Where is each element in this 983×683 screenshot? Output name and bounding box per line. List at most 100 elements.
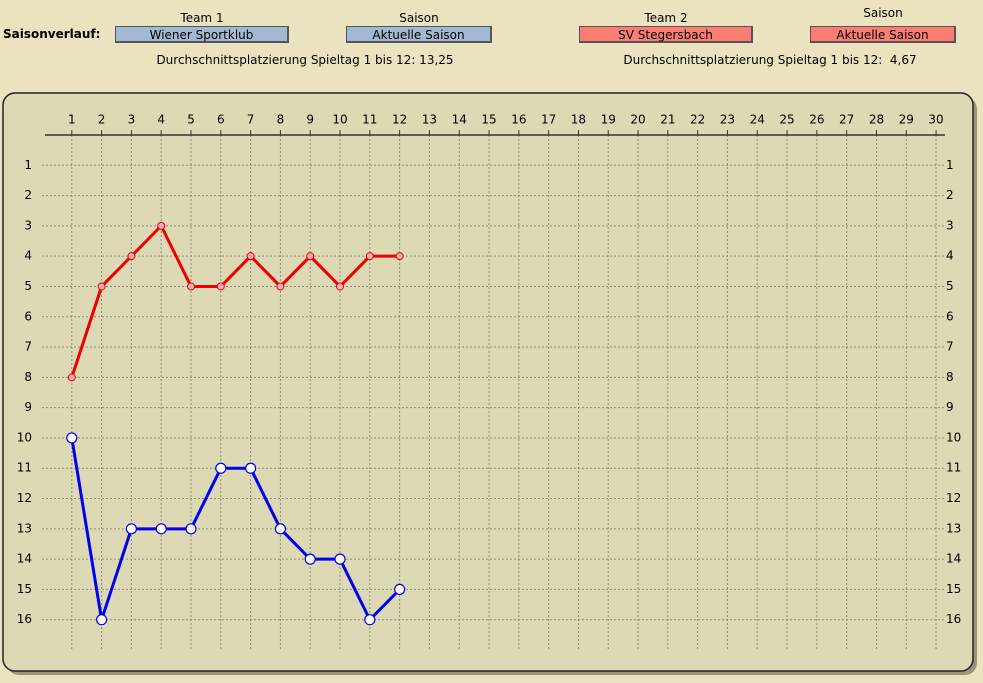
header-label: Saisonverlauf: (3, 27, 101, 41)
season-select[interactable]: Aktuelle Saison (346, 26, 492, 43)
panel (2, 92, 974, 672)
x-tick-label: 6 (217, 113, 225, 127)
x-tick-label: 3 (128, 113, 136, 127)
average-text: Durchschnittsplatzierung Spieltag 1 bis … (623, 53, 917, 67)
x-tick-label: 29 (899, 113, 914, 127)
x-tick-label: 2 (98, 113, 106, 127)
y-tick-label-right: 6 (946, 309, 954, 323)
x-tick-label: 27 (839, 113, 854, 127)
y-tick-label-right: 4 (946, 249, 954, 263)
y-tick-label: 13 (17, 521, 32, 535)
data-point (157, 221, 166, 230)
y-tick-label: 2 (24, 188, 32, 202)
average-text: Durchschnittsplatzierung Spieltag 1 bis … (156, 53, 454, 67)
data-point (395, 252, 404, 261)
data-point (336, 282, 345, 291)
x-tick-label: 26 (809, 113, 824, 127)
x-tick-label: 4 (157, 113, 165, 127)
data-point (276, 282, 285, 291)
y-tick-label-right: 9 (946, 400, 954, 414)
x-tick-label: 16 (511, 113, 526, 127)
y-tick-label-right: 10 (946, 430, 961, 444)
data-point (365, 252, 374, 261)
team-select[interactable]: SV Stegersbach (579, 26, 753, 43)
x-tick-label: 15 (481, 113, 496, 127)
y-tick-label: 8 (24, 370, 32, 384)
y-tick-label-right: 11 (946, 461, 961, 475)
x-tick-label: 24 (750, 113, 765, 127)
y-tick-label-right: 13 (946, 521, 961, 535)
y-tick-label-right: 15 (946, 582, 961, 596)
team-label: Team 2 (644, 11, 688, 25)
x-tick-label: 17 (541, 113, 556, 127)
x-tick-label: 28 (869, 113, 884, 127)
data-point (96, 614, 108, 626)
data-point (215, 462, 227, 474)
y-tick-label-right: 3 (946, 218, 954, 232)
x-tick-label: 9 (306, 113, 314, 127)
season-label: Saison (863, 6, 903, 20)
x-tick-label: 1 (68, 113, 76, 127)
x-tick-label: 20 (630, 113, 645, 127)
data-point (304, 553, 316, 565)
x-tick-label: 19 (601, 113, 616, 127)
x-tick-label: 14 (452, 113, 467, 127)
data-point (274, 523, 287, 535)
y-tick-label: 1 (24, 158, 32, 172)
data-point (155, 523, 167, 535)
y-tick-label: 9 (24, 400, 32, 414)
data-point (185, 523, 197, 535)
y-tick-label: 10 (17, 430, 32, 444)
x-tick-label: 8 (277, 113, 285, 127)
y-tick-label: 5 (24, 279, 32, 293)
data-point (245, 462, 257, 474)
data-point (334, 553, 346, 565)
x-tick-label: 30 (928, 113, 943, 127)
grid: 1 2 3 4 5 6 7 8 9 10 11 12 13 14 15 16 17 18 19 20 21 22 23 24 2… (17, 113, 961, 650)
y-tick-label-right: 14 (946, 552, 961, 566)
y-tick-label-right: 16 (946, 612, 961, 626)
x-tick-label: 5 (187, 113, 195, 127)
y-tick-label: 6 (24, 309, 32, 323)
season-label: Saison (399, 11, 439, 25)
x-tick-label: 13 (422, 113, 437, 127)
plot (66, 221, 406, 626)
data-point (127, 252, 136, 261)
y-tick-label-right: 8 (946, 370, 954, 384)
data-point (306, 252, 315, 261)
series-line (70, 437, 401, 623)
y-tick-label-right: 5 (946, 279, 954, 293)
data-point (125, 523, 138, 535)
y-tick-label-right: 2 (946, 188, 954, 202)
y-tick-label: 3 (24, 218, 32, 232)
team-label: Team 1 (180, 11, 224, 25)
data-point (97, 282, 106, 291)
y-tick-label: 7 (24, 340, 32, 354)
x-tick-label: 7 (247, 113, 255, 127)
y-tick-label: 16 (17, 612, 32, 626)
y-tick-label: 4 (24, 249, 32, 263)
x-tick-label: 10 (332, 113, 347, 127)
data-point (364, 614, 376, 626)
data-point (67, 373, 76, 382)
season-select[interactable]: Aktuelle Saison (810, 26, 956, 43)
data-point (66, 432, 78, 444)
x-tick-label: 22 (690, 113, 705, 127)
x-tick-label: 12 (392, 113, 407, 127)
y-tick-label: 12 (17, 491, 32, 505)
y-tick-label: 14 (17, 552, 32, 566)
y-tick-label: 15 (17, 582, 32, 596)
y-tick-label-right: 7 (946, 340, 954, 354)
y-tick-label-right: 1 (946, 158, 954, 172)
x-tick-label: 18 (571, 113, 586, 127)
team-select[interactable]: Wiener Sportklub (115, 26, 289, 43)
series-line (70, 223, 400, 378)
data-point (216, 282, 225, 291)
data-point (394, 583, 406, 596)
data-point (187, 282, 196, 291)
data-point (246, 252, 255, 261)
x-tick-label: 23 (720, 113, 735, 127)
y-tick-label-right: 12 (946, 491, 961, 505)
